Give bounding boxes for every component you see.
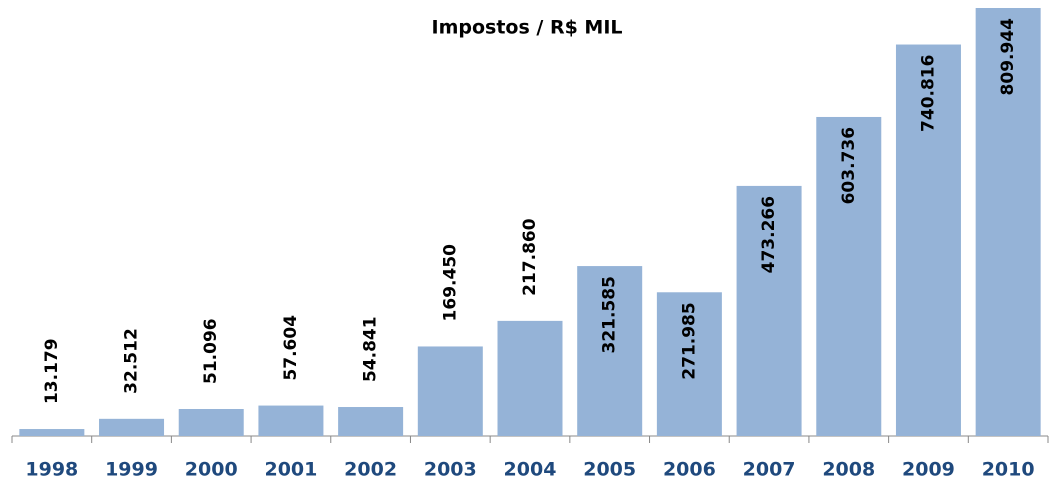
- x-tick-label: 2000: [185, 459, 238, 481]
- value-label: 13.179: [42, 338, 62, 404]
- bar: [895, 44, 961, 436]
- x-tick-label: 1999: [105, 459, 158, 481]
- value-label: 169.450: [440, 244, 460, 322]
- x-tick-label: 2002: [344, 459, 397, 481]
- chart-title: Impostos / R$ MIL: [432, 17, 623, 39]
- bar: [656, 292, 722, 436]
- value-label: 54.841: [361, 316, 381, 382]
- value-label: 473.266: [759, 196, 779, 273]
- value-label: 809.944: [998, 18, 1018, 96]
- value-label: 51.096: [201, 318, 221, 384]
- x-tick-label: 2006: [663, 459, 716, 481]
- bar: [19, 429, 85, 436]
- x-tick-label: 2009: [902, 459, 955, 481]
- value-label: 217.860: [520, 218, 540, 296]
- bar: [417, 346, 483, 436]
- x-tick-label: 2003: [424, 459, 477, 481]
- value-label: 32.512: [122, 328, 142, 394]
- bar: [178, 408, 244, 436]
- bar: [338, 407, 404, 436]
- x-tick-label: 2010: [982, 459, 1035, 481]
- x-tick-label: 2005: [583, 459, 636, 481]
- x-tick-label: 2001: [264, 459, 317, 481]
- bar: [975, 8, 1041, 436]
- value-label: 603.736: [839, 127, 859, 204]
- bar: [258, 405, 324, 436]
- value-label: 740.816: [918, 55, 938, 132]
- bar: [816, 116, 882, 436]
- x-tick-label: 2008: [822, 459, 875, 481]
- bar: [577, 266, 643, 436]
- value-label: 321.585: [600, 276, 620, 353]
- bar: [736, 185, 802, 436]
- x-tick-label: 2007: [743, 459, 796, 481]
- bar: [497, 320, 563, 436]
- bar: [99, 418, 165, 436]
- x-tick-label: 2004: [504, 459, 557, 481]
- x-tick-label: 1998: [25, 459, 78, 481]
- value-label: 57.604: [281, 315, 301, 381]
- value-label: 271.985: [679, 302, 699, 379]
